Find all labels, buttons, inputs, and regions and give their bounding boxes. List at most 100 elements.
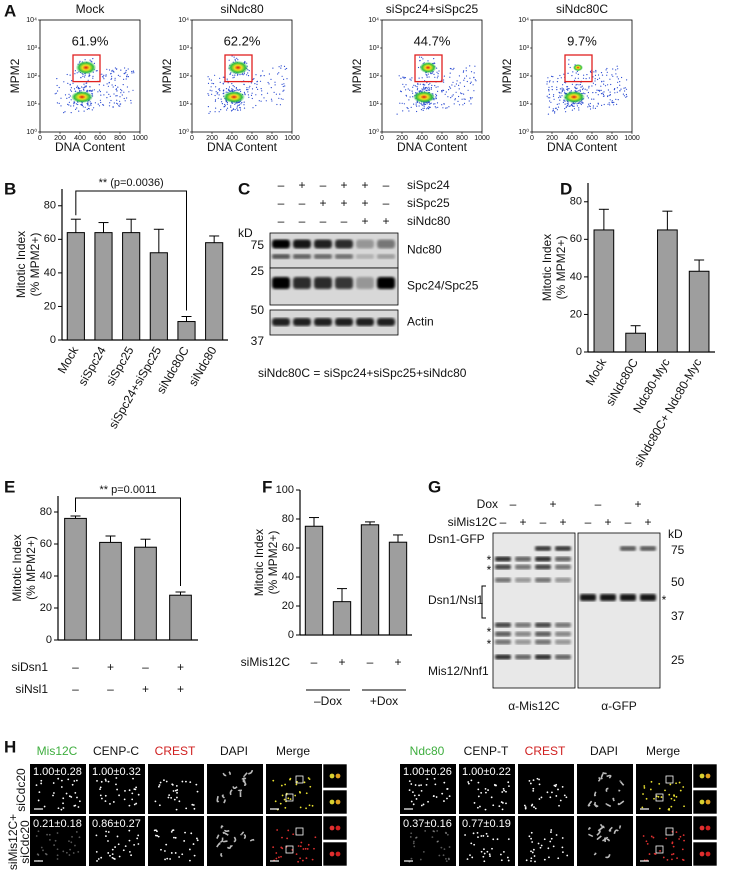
- kinetochore: [440, 846, 443, 849]
- facs-event: [95, 70, 97, 72]
- kinetochore: [169, 858, 171, 860]
- facs-event: [593, 98, 595, 100]
- kinetochore: [309, 785, 312, 788]
- kinetochore: [283, 798, 286, 801]
- facs-event: [214, 94, 216, 97]
- facs-event: [617, 99, 619, 101]
- mw-marker: 25: [671, 653, 685, 667]
- bar: [625, 332, 646, 353]
- facs-event: [243, 83, 245, 86]
- y-tick-label: 10⁰: [178, 128, 189, 136]
- gate: [414, 54, 443, 83]
- facs-event: [598, 90, 601, 92]
- condition-mark: –: [107, 682, 114, 696]
- band: [356, 277, 374, 289]
- kinetochore: [115, 783, 117, 786]
- density: [419, 61, 437, 74]
- bar: [149, 252, 168, 341]
- facs-event: [126, 75, 128, 77]
- quantification: 0.86±0.27: [92, 818, 141, 830]
- condition-mark: –: [72, 682, 79, 696]
- band: [335, 318, 353, 326]
- x-tick-label: 0: [38, 135, 42, 142]
- kinetochore: [115, 777, 118, 779]
- facs-event: [577, 102, 579, 104]
- facs-event: [249, 85, 251, 87]
- chromosome: [588, 833, 594, 838]
- facs-event: [94, 102, 96, 104]
- facs-event: [619, 90, 621, 92]
- band: [293, 277, 311, 289]
- facs-event: [588, 85, 590, 87]
- facs-event: [569, 66, 571, 69]
- facs-event: [58, 102, 60, 104]
- facs-event: [116, 90, 118, 92]
- kinetochore: [670, 797, 673, 800]
- facs-event: [251, 97, 253, 100]
- y-tick-label: 40: [44, 267, 56, 279]
- chromosome: [220, 825, 224, 829]
- condition-mark: –: [311, 655, 318, 669]
- kinetochore: [272, 779, 275, 782]
- antibody-label: α-GFP: [601, 699, 637, 713]
- kinetochore: [289, 798, 292, 801]
- facs-event: [406, 107, 408, 109]
- band: [535, 564, 551, 570]
- facs-event: [454, 98, 456, 100]
- kinetochore: [65, 851, 68, 854]
- facs-event: [429, 106, 431, 108]
- facs-event: [573, 79, 576, 81]
- facs-event: [105, 74, 107, 76]
- micrograph: [518, 816, 574, 866]
- kinetochore: [646, 842, 649, 845]
- kinetochore: [189, 781, 192, 784]
- blot-panel: [269, 309, 399, 336]
- kd-label: kD: [668, 527, 683, 541]
- facs-event: [246, 89, 248, 91]
- facs-event: [252, 78, 254, 81]
- facs-event: [426, 75, 428, 77]
- mw-marker: 50: [251, 303, 265, 317]
- facs-event: [547, 77, 549, 79]
- mw-marker: 37: [251, 334, 265, 348]
- facs-event: [235, 88, 237, 90]
- kinetochore: [329, 825, 335, 831]
- facs-event: [418, 102, 420, 104]
- facs-plot: 0 200 400 600 800 100010⁰10¹10²10³10⁴siNdc80C…: [500, 2, 640, 154]
- facs-event: [452, 94, 454, 96]
- facs-event: [247, 94, 249, 96]
- facs-event: [78, 110, 80, 112]
- facs-event: [606, 71, 608, 73]
- x-axis-label: DNA Content: [547, 140, 618, 154]
- facs-event: [107, 85, 109, 87]
- facs-event: [447, 96, 449, 98]
- chromosome: [241, 777, 247, 780]
- facs-event: [597, 94, 599, 96]
- facs-event: [564, 108, 566, 110]
- facs-event: [119, 103, 121, 105]
- kinetochore: [124, 845, 127, 847]
- kinetochore: [528, 835, 531, 838]
- facs-event: [125, 78, 127, 80]
- facs-event: [578, 90, 580, 92]
- asterisk: *: [662, 593, 667, 607]
- asterisk: *: [487, 625, 492, 639]
- facs-event: [66, 97, 68, 99]
- facs-event: [83, 83, 85, 85]
- facs-event: [109, 95, 111, 97]
- kinetochore: [665, 837, 668, 840]
- significance-bracket: [75, 497, 181, 586]
- facs-event: [124, 100, 126, 102]
- facs-event: [556, 103, 558, 105]
- facs-event: [82, 87, 84, 89]
- kinetochore: [170, 830, 173, 833]
- condition-mark: +: [177, 660, 184, 674]
- facs-event: [435, 86, 437, 88]
- kinetochore: [506, 856, 509, 859]
- chromosome: [587, 800, 593, 807]
- facs-event: [559, 74, 561, 77]
- facs-event: [609, 91, 611, 93]
- facs-event: [68, 104, 70, 106]
- facs-event: [605, 69, 607, 71]
- kinetochore: [174, 789, 177, 792]
